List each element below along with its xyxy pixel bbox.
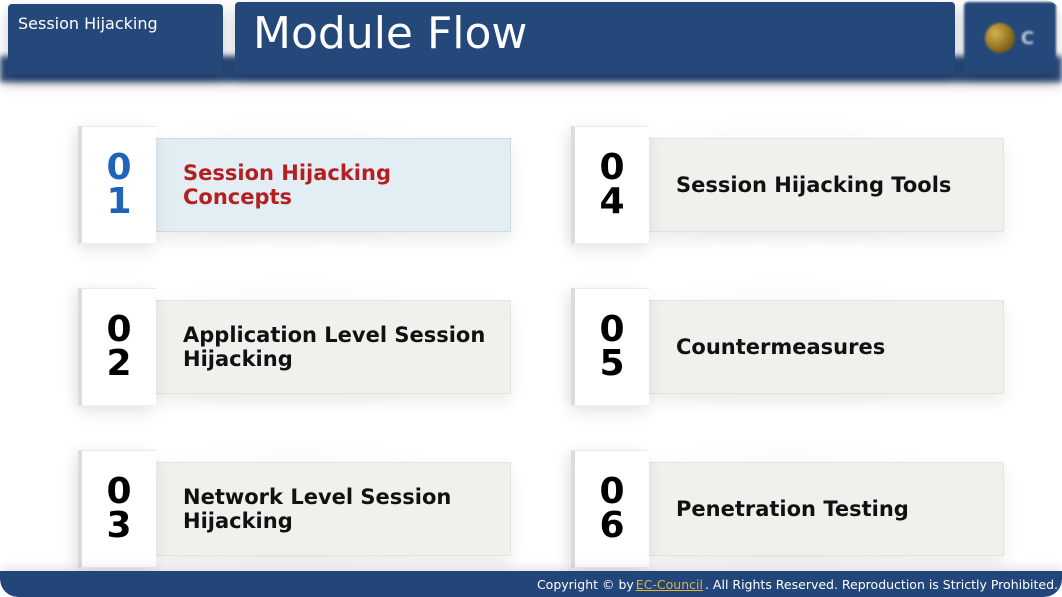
header-title-box: Module Flow (235, 2, 955, 74)
module-label-box: Penetration Testing (647, 462, 1004, 556)
module-number-box: 0 1 (78, 126, 156, 244)
module-number: 0 1 (100, 151, 138, 219)
module-number: 0 5 (593, 313, 631, 381)
header-topic-box: Session Hijacking (8, 4, 223, 74)
module-label: Countermeasures (676, 335, 885, 359)
module-number: 0 6 (593, 475, 631, 543)
module-label-box: Network Level Session Hijacking (154, 462, 511, 556)
module-number-box: 0 4 (571, 126, 649, 244)
module-number: 0 3 (100, 475, 138, 543)
footer-bar: Copyright © by EC-Council . All Rights R… (0, 571, 1062, 597)
slide-page: Session Hijacking Module Flow C 0 1 Sessi… (0, 0, 1062, 597)
module-item-03: 0 3 Network Level Session Hijacking (78, 450, 511, 568)
logo-disc-icon (985, 23, 1015, 53)
header: Session Hijacking Module Flow C (0, 0, 1062, 82)
module-label: Session Hijacking Concepts (183, 161, 490, 209)
module-number-box: 0 3 (78, 450, 156, 568)
module-label: Session Hijacking Tools (676, 173, 951, 197)
footer-link: EC-Council (636, 577, 703, 592)
footer-suffix: . All Rights Reserved. Reproduction is S… (705, 577, 1058, 592)
module-label-box: Session Hijacking Concepts (154, 138, 511, 232)
module-number: 0 4 (593, 151, 631, 219)
logo-text: C (1021, 28, 1035, 49)
module-label: Application Level Session Hijacking (183, 323, 490, 371)
module-grid: 0 1 Session Hijacking Concepts 0 4 Session … (18, 116, 1044, 568)
module-label-box: Application Level Session Hijacking (154, 300, 511, 394)
module-item-04: 0 4 Session Hijacking Tools (571, 126, 1004, 244)
module-number-box: 0 6 (571, 450, 649, 568)
module-item-05: 0 5 Countermeasures (571, 288, 1004, 406)
header-title-text: Module Flow (253, 8, 527, 59)
module-item-01: 0 1 Session Hijacking Concepts (78, 126, 511, 244)
module-label-box: Session Hijacking Tools (647, 138, 1004, 232)
content-area: 0 1 Session Hijacking Concepts 0 4 Session … (0, 98, 1062, 569)
module-label-box: Countermeasures (647, 300, 1004, 394)
module-label: Penetration Testing (676, 497, 909, 521)
module-number: 0 2 (100, 313, 138, 381)
module-number-box: 0 2 (78, 288, 156, 406)
module-item-06: 0 6 Penetration Testing (571, 450, 1004, 568)
module-label: Network Level Session Hijacking (183, 485, 490, 533)
footer-prefix: Copyright © by (537, 577, 634, 592)
header-topic-text: Session Hijacking (18, 14, 158, 33)
module-number-box: 0 5 (571, 288, 649, 406)
header-logo-box: C (964, 2, 1056, 74)
module-item-02: 0 2 Application Level Session Hijacking (78, 288, 511, 406)
